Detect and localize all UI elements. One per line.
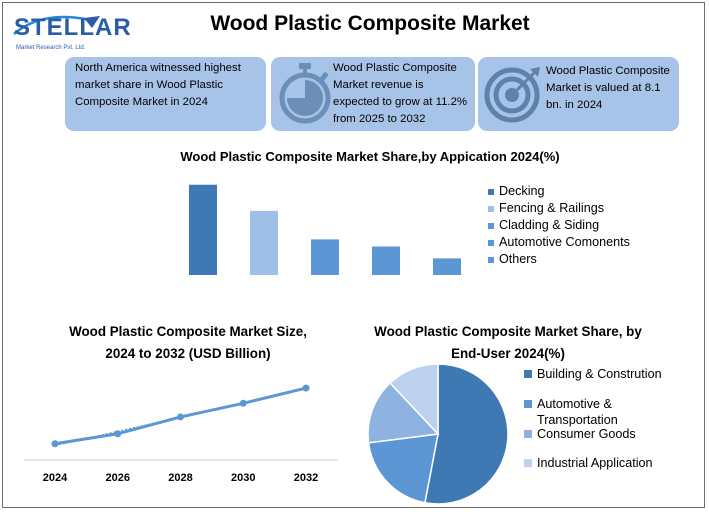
card-line: from 2025 to 2032: [333, 113, 426, 125]
legend-label: Fencing & Railings: [499, 201, 604, 215]
x-tick-label: 2024: [43, 472, 68, 484]
legend-item: Automotive & Transportation: [524, 396, 707, 428]
legend-label: Automotive & Transportation: [537, 397, 618, 427]
legend-label: Industrial Application: [537, 456, 653, 470]
legend-item: Others: [488, 252, 630, 269]
legend-swatch: [488, 257, 494, 263]
x-tick-label: 2026: [106, 472, 130, 484]
pie-slice-industrial-application: [389, 363, 439, 436]
line-chart-title-line: Wood Plastic Composite Market Size,: [69, 324, 307, 339]
x-tick-label: 2032: [294, 472, 318, 484]
bar-chart-title: Wood Plastic Composite Market Share,by A…: [180, 149, 560, 164]
line-chart-title-line: 2024 to 2032 (USD Billion): [105, 346, 271, 361]
legend-label: Consumer Goods: [537, 427, 636, 441]
legend-swatch: [488, 240, 494, 246]
data-point-2030: [239, 399, 247, 407]
card-line: North America witnessed highest: [75, 62, 241, 74]
pie-slice-building-constrution: [424, 363, 509, 505]
legend-label: Building & Constrution: [537, 367, 662, 381]
legend-item: Fencing & Railings: [488, 201, 630, 218]
logo-wordmark: STELLAR: [14, 14, 132, 41]
legend-swatch: [488, 206, 494, 212]
legend-item: Decking: [488, 184, 630, 201]
bar-decking: [189, 184, 217, 275]
bar-fencing-railings: [250, 210, 278, 275]
legend-label: Decking: [499, 184, 545, 198]
logo-subtitle: Market Research Pvt. Ltd.: [16, 45, 86, 51]
legend-item: Consumer Goods: [524, 426, 707, 442]
data-point-2028: [177, 413, 184, 421]
bar-others: [433, 258, 461, 275]
legend-swatch: [524, 430, 532, 438]
card-line: Wood Plastic Composite: [333, 62, 457, 74]
pie-slice-consumer-goods: [367, 381, 440, 444]
legend-swatch: [488, 223, 494, 229]
pie-slice-automotive-transportation: [367, 433, 439, 504]
logo-swoosh-icon: [13, 15, 100, 35]
pie-chart-title-line: End-User 2024(%): [451, 346, 565, 361]
legend-item: Automotive Comonents: [488, 235, 630, 252]
card-line: Composite Market in 2024: [75, 96, 208, 108]
legend-label: Others: [499, 252, 537, 266]
legend-label: Automotive Comonents: [499, 235, 630, 249]
line-chart-title: Wood Plastic Composite Market Size, 2024…: [40, 321, 336, 365]
card-line: market share in Wood Plastic: [75, 79, 223, 91]
data-point-2026: [114, 430, 122, 438]
pie-chart-title-line: Wood Plastic Composite Market Share, by: [374, 324, 642, 339]
bar-chart-legend: Decking Fencing & Railings Cladding & Sidi…: [488, 184, 630, 269]
legend-swatch: [524, 370, 532, 378]
data-point-2024: [51, 440, 59, 448]
card-line: expected to grow at 11.2%: [333, 96, 468, 108]
legend-swatch: [488, 189, 494, 195]
x-tick-label: 2028: [168, 472, 192, 484]
card-line: Market revenue is: [333, 79, 424, 91]
info-card-value: Wood Plastic Composite Market is valued …: [478, 57, 679, 131]
info-card-growth: Wood Plastic Composite Market revenue is…: [271, 57, 475, 131]
bar-cladding-siding: [311, 239, 339, 275]
page-title: Wood Plastic Composite Market: [210, 12, 530, 35]
legend-swatch: [524, 400, 532, 408]
legend-swatch: [524, 459, 532, 467]
stopwatch-icon: [279, 63, 331, 124]
info-card-region: North America witnessed highest market s…: [65, 57, 266, 131]
x-tick-label: 2030: [231, 472, 255, 484]
legend-item: Building & Constrution: [524, 366, 707, 382]
legend-item: Industrial Application: [524, 455, 707, 471]
card-line: Wood Plastic Composite: [546, 65, 670, 77]
bar-automotive-comonents: [372, 246, 400, 275]
card-line: bn. in 2024: [546, 99, 603, 111]
card-line: Market is valued at 8.1: [546, 82, 661, 94]
data-point-2032: [302, 384, 310, 392]
legend-label: Cladding & Siding: [499, 218, 600, 232]
pie-chart-title: Wood Plastic Composite Market Share, by …: [358, 321, 658, 365]
target-icon: [484, 67, 540, 123]
stellar-logo: STELLAR Market Research Pvt. Ltd.: [12, 14, 131, 58]
legend-item: Cladding & Siding: [488, 218, 630, 235]
